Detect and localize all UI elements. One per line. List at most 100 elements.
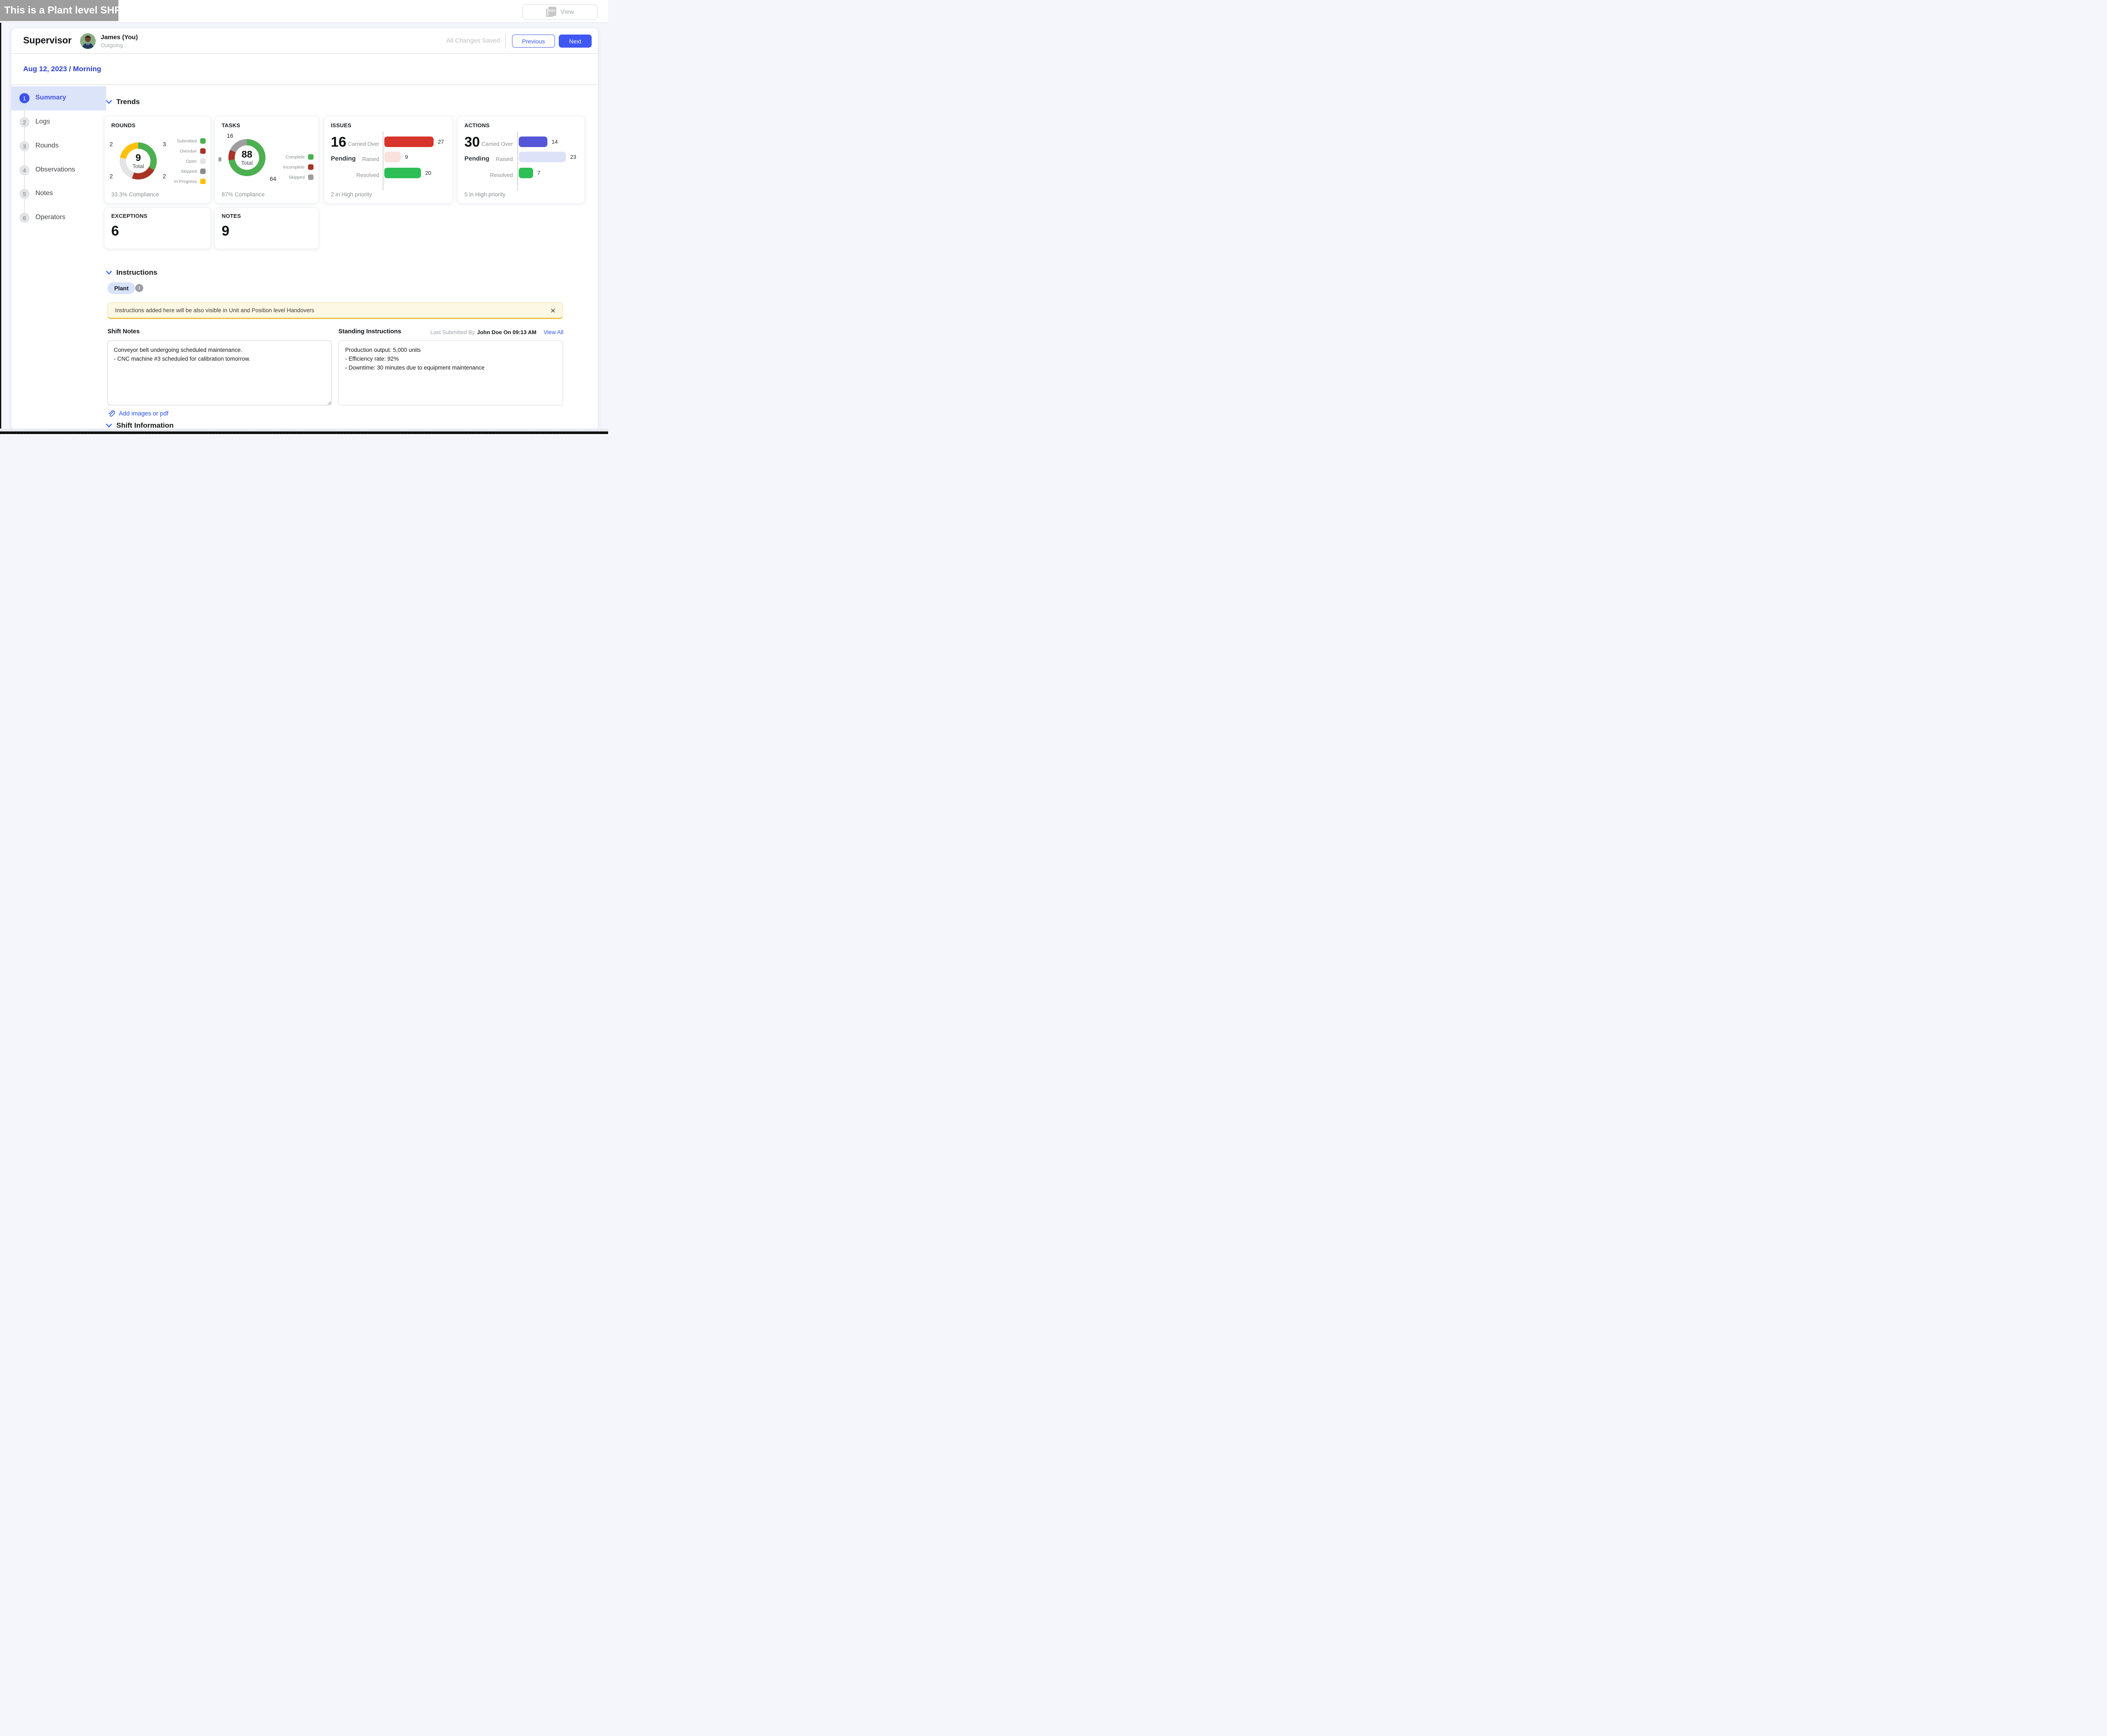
rounds-total-label: Total [132, 163, 144, 169]
sidebar-item-label: Operators [35, 214, 66, 221]
banner-message: Instructions added here will be also vis… [115, 307, 314, 313]
sidebar-item-operators[interactable]: 6 Operators [11, 213, 106, 230]
legend-swatch [308, 164, 314, 170]
bar-row: 20 [384, 168, 431, 178]
view-pdf-button[interactable]: PDF View [523, 4, 598, 20]
legend-row: In Progress [174, 179, 206, 184]
bar-row: 7 [519, 168, 540, 178]
bar-raised [384, 152, 401, 162]
bar-row: 9 [384, 152, 408, 162]
header-divider [505, 34, 506, 48]
bar-label: Carried Over [348, 141, 379, 147]
sidebar-item-rounds[interactable]: 3 Rounds [11, 141, 106, 158]
avatar-illustration [80, 33, 96, 49]
shift-information-section-header[interactable]: Shift Information [106, 421, 174, 429]
actions-card-title: ACTIONS [464, 122, 490, 129]
issues-card: ISSUES 16 Pending Carried Over 27 Raised… [324, 116, 453, 204]
bottom-noise-strip [0, 431, 608, 434]
rounds-card-title: ROUNDS [111, 122, 136, 129]
donut-label-complete: 64 [270, 175, 276, 182]
bar-label: Raised [362, 156, 379, 162]
shift-notes-textarea[interactable]: Conveyor belt undergoing scheduled maint… [107, 340, 332, 405]
chevron-down-icon [106, 423, 112, 428]
legend-swatch [200, 179, 206, 184]
bar-carried-over [384, 137, 434, 147]
instructions-section-header[interactable]: Instructions [106, 268, 157, 277]
donut-label-incomplete: 8 [218, 156, 222, 163]
bar-row: 14 [519, 137, 558, 147]
tasks-donut-chart: 16 8 64 88 Total [215, 131, 287, 190]
exceptions-count: 6 [111, 223, 119, 238]
close-icon[interactable]: ✕ [550, 308, 556, 315]
plant-level-badge[interactable]: Plant [107, 282, 136, 294]
legend-label: Skipped [181, 169, 197, 174]
view-button-label: View [560, 8, 574, 16]
notes-card: NOTES 9 [214, 207, 319, 249]
notes-card-title: NOTES [222, 213, 241, 219]
trends-title: Trends [116, 98, 140, 106]
bar-value: 9 [405, 154, 408, 160]
legend-row: Open [174, 158, 206, 164]
sidebar-item-label: Rounds [35, 142, 59, 149]
user-name: James (You) [101, 34, 138, 41]
last-submitted-row: Last Submitted By John Doe On 09:13 AM V… [391, 329, 563, 335]
bar-raised [519, 152, 566, 162]
legend-label: Complete [286, 154, 305, 160]
issues-footnote: 2 in High priority [331, 191, 372, 198]
legend-label: Submitted [177, 138, 197, 144]
step-number-badge: 4 [19, 165, 29, 175]
step-number-badge: 1 [19, 93, 29, 103]
next-button[interactable]: Next [559, 35, 592, 48]
trends-section-header[interactable]: Trends [106, 98, 140, 106]
actions-axis [517, 131, 518, 190]
rounds-legend: Submitted Overdue Open Skipped In Progre… [174, 138, 206, 184]
sidebar-step-connector [24, 98, 25, 218]
sidebar-item-logs[interactable]: 2 Logs [11, 117, 106, 134]
legend-swatch [308, 154, 314, 160]
tasks-legend: Complete Incomplete Skipped [283, 154, 314, 180]
donut-label-skipped: 16 [227, 132, 233, 139]
tasks-total: 88 [241, 149, 252, 160]
legend-swatch [200, 169, 206, 174]
legend-label: In Progress [174, 179, 197, 184]
role-title: Supervisor [23, 35, 72, 46]
tasks-card-title: TASKS [222, 122, 241, 129]
legend-swatch [200, 148, 206, 154]
issues-pending-count: 16 [331, 134, 346, 150]
shift-information-title: Shift Information [116, 421, 174, 429]
add-attachment-link[interactable]: Add images or pdf [107, 410, 169, 418]
tasks-compliance: 87% Compliance [222, 191, 265, 198]
issues-pending-label: Pending [331, 155, 356, 162]
sidebar-item-summary[interactable]: 1 Summary [11, 93, 106, 110]
bar-label: Raised [496, 156, 513, 162]
bar-label: Carried Over [481, 141, 513, 147]
chevron-down-icon [106, 100, 112, 104]
exceptions-card: EXCEPTIONS 6 [104, 207, 211, 249]
sidebar-item-label: Observations [35, 166, 75, 173]
sidebar-item-observations[interactable]: 4 Observations [11, 165, 106, 182]
pdf-icon: PDF [546, 6, 556, 18]
legend-row: Skipped [174, 169, 206, 174]
actions-footnote: 5 in High priority [464, 191, 506, 198]
legend-label: Incomplete [283, 164, 305, 170]
step-number-badge: 3 [19, 141, 29, 151]
add-attachment-label: Add images or pdf [119, 410, 169, 417]
left-edge-strip [0, 23, 1, 434]
legend-row: Overdue [174, 148, 206, 154]
bottom-fade [0, 429, 608, 432]
bar-resolved [519, 168, 533, 178]
sidebar-item-notes[interactable]: 5 Notes [11, 189, 106, 206]
last-submitted-prefix: Last Submitted By [430, 329, 475, 335]
rounds-total: 9 [135, 152, 141, 163]
issues-card-title: ISSUES [331, 122, 351, 129]
bar-value: 20 [425, 170, 432, 176]
info-icon[interactable]: i [135, 284, 143, 292]
view-all-link[interactable]: View All [543, 329, 563, 335]
previous-button[interactable]: Previous [512, 35, 555, 48]
bar-value: 23 [570, 154, 576, 160]
save-status: All Changes Saved [446, 37, 500, 44]
legend-swatch [308, 174, 314, 180]
step-number-badge: 6 [19, 213, 29, 223]
header-row: Supervisor James (You) Outgoing All Chan… [11, 28, 598, 54]
bar-carried-over [519, 137, 547, 147]
